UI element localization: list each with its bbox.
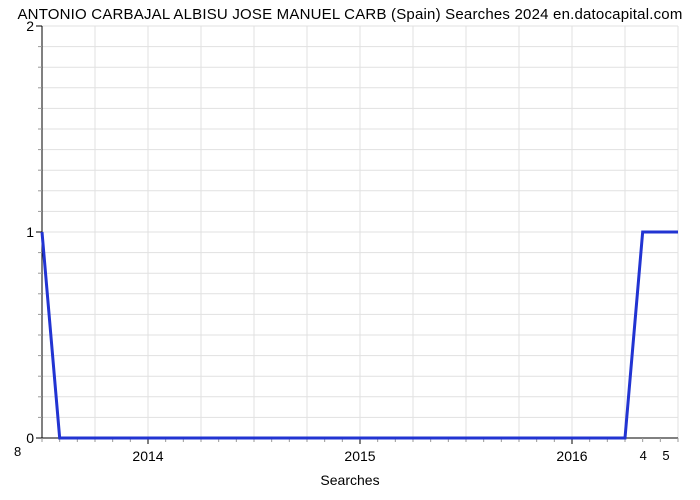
x-tick-label: 2015 (344, 448, 375, 464)
chart-svg (42, 26, 678, 438)
plot-area (42, 26, 678, 438)
chart-container: ANTONIO CARBAJAL ALBISU JOSE MANUEL CARB… (0, 0, 700, 500)
extra-number-5: 5 (662, 448, 669, 463)
extra-number-8: 8 (14, 444, 21, 459)
y-tick-label: 1 (14, 224, 34, 240)
x-tick-label: 2014 (132, 448, 163, 464)
x-axis-label: Searches (0, 472, 700, 488)
extra-number-4: 4 (640, 448, 647, 463)
chart-title: ANTONIO CARBAJAL ALBISU JOSE MANUEL CARB… (0, 6, 700, 23)
x-tick-label: 2016 (556, 448, 587, 464)
y-tick-label: 2 (14, 18, 34, 34)
